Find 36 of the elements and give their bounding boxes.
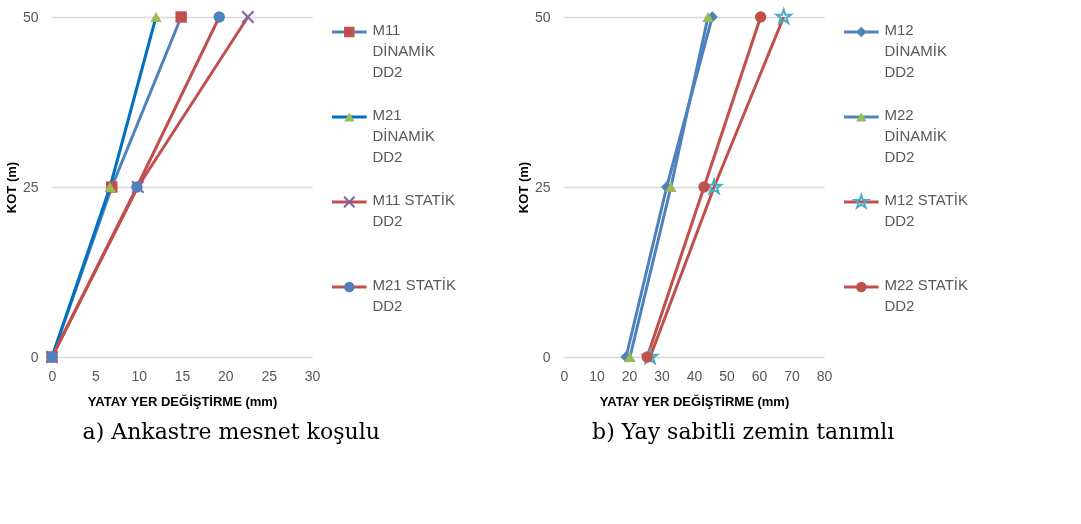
x-tick-label: 0 [560, 367, 569, 384]
x-tick-label: 0 [48, 367, 57, 384]
legend-label: M21 STATİK DD2 [372, 276, 457, 314]
legend-label: M21 DİNAMİK DD2 [372, 106, 435, 165]
x-tick-label: 20 [218, 367, 234, 384]
y-tick-label: 25 [22, 178, 39, 195]
x-tick-label: 10 [131, 367, 148, 384]
legend-label: M11 STATİK DD2 [372, 191, 455, 229]
y-tick-label: 25 [534, 178, 551, 195]
y-axis-title: KOT (m) [515, 161, 531, 214]
x-tick-label: 40 [686, 367, 703, 384]
x-tick-label: 25 [261, 367, 278, 384]
legend-label: M11 DİNAMİK DD2 [372, 21, 435, 80]
legend-label: M12 DİNAMİK DD2 [884, 21, 947, 80]
x-tick-label: 5 [91, 367, 100, 384]
x-tick-label: 30 [654, 367, 670, 384]
x-tick-label: 15 [174, 367, 191, 384]
x-tick-label: 10 [589, 367, 605, 384]
x-axis-title: YATAY YER DEĞİŞTİRME (mm) [87, 393, 278, 409]
y-tick-label: 0 [30, 348, 39, 365]
y-tick-label: 50 [534, 8, 551, 25]
text: a) Ankastre mesnet koşulu [82, 419, 380, 444]
y-tick-label: 0 [542, 348, 551, 365]
x-tick-label: 80 [816, 367, 833, 384]
x-tick-label: 60 [751, 367, 768, 384]
x-axis-title: YATAY YER DEĞİŞTİRME (mm) [599, 393, 790, 409]
y-axis-title: KOT (m) [3, 161, 19, 214]
x-tick-label: 30 [304, 367, 321, 384]
legend-label: M12 STATİK DD2 [884, 191, 969, 229]
text: b) Yay sabitli zemin tanımlı [592, 419, 895, 444]
legend-label: M22 DİNAMİK DD2 [884, 106, 947, 165]
legend-label: M22 STATİK DD2 [884, 276, 969, 314]
x-tick-label: 20 [621, 367, 638, 384]
y-tick-label: 50 [22, 8, 39, 25]
x-tick-label: 50 [719, 367, 735, 384]
x-tick-label: 70 [784, 367, 800, 384]
